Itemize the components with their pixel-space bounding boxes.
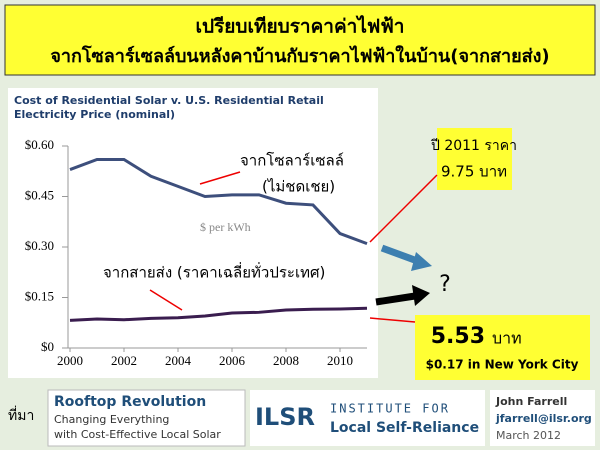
arrow: [199, 171, 241, 185]
series-line: [69, 157, 368, 246]
book-box: [47, 389, 246, 447]
book-subtitle: with Cost-Effective Local Solar: [54, 428, 221, 441]
y-tick-label: $0.15: [25, 288, 54, 303]
callout-box: [437, 128, 512, 190]
y-tick-label: $0: [41, 339, 54, 354]
y-tick-label: $0.30: [25, 238, 54, 253]
book-subtitle: Changing Everything: [54, 413, 169, 426]
author: John Farrell: [495, 395, 567, 408]
question-mark: ?: [439, 272, 451, 297]
org-name: INSTITUTE FOR: [330, 402, 450, 416]
arrow: [380, 244, 422, 266]
org-logo: ILSR: [255, 403, 315, 431]
x-tick-label: 2002: [111, 353, 137, 368]
arrow-head: [411, 252, 432, 271]
chart-title: Cost of Residential Solar v. U.S. Reside…: [14, 94, 324, 107]
book-title: Rooftop Revolution: [54, 394, 206, 410]
source-label: ที่มา: [8, 406, 34, 424]
chart-subtitle: Electricity Price (nominal): [14, 108, 175, 121]
y-tick-label: $0.45: [25, 187, 54, 202]
email: jfarrell@ilsr.org: [495, 412, 592, 425]
series-annotation: จากโซลาร์เซลล์: [240, 152, 344, 170]
series-annotation: (ไม่ชดเชย): [262, 178, 335, 196]
author-box: [490, 390, 595, 446]
slide-title: จากโซลาร์เซลล์บนหลังคาบ้านกับราคาไฟฟ้าใน…: [50, 45, 549, 67]
arrow: [149, 289, 183, 311]
date: March 2012: [496, 429, 561, 442]
callout-text: ปี 2011 ราคา: [431, 138, 518, 154]
series-line: [69, 306, 368, 322]
y-tick-label: $0.60: [25, 137, 54, 152]
org-box: [250, 390, 485, 446]
x-tick-label: 2000: [57, 353, 83, 368]
callout-text: 5.53: [431, 324, 485, 349]
plot: $0 $0.15 $0.30 $0.45 $0.60 2000 2002 2004 2006 20…: [25, 137, 368, 368]
x-tick-label: 2010: [327, 353, 353, 368]
callout-text: 9.75 บาท: [441, 163, 507, 181]
arrow: [375, 292, 416, 306]
arrow-head: [412, 285, 430, 306]
callout-text: $0.17 in New York City: [426, 358, 579, 372]
arrow: [369, 317, 416, 323]
x-tick-label: 2004: [165, 353, 192, 368]
x-tick-label: 2008: [273, 353, 299, 368]
series-annotation: จากสายส่ง (ราคาเฉลี่ยทั่วประเทศ): [103, 262, 325, 282]
title-box: [4, 4, 596, 76]
org-name: Local Self-Reliance: [330, 420, 479, 436]
callout-text: บาท: [492, 329, 522, 348]
x-tick-label: 2006: [219, 353, 246, 368]
chart-panel: [8, 88, 378, 378]
slide-title: เปรียบเทียบราคาค่าไฟฟ้า: [196, 15, 405, 38]
callout-box: [415, 315, 590, 380]
arrow: [369, 174, 438, 243]
y-axis-label: $ per kWh: [200, 220, 251, 234]
